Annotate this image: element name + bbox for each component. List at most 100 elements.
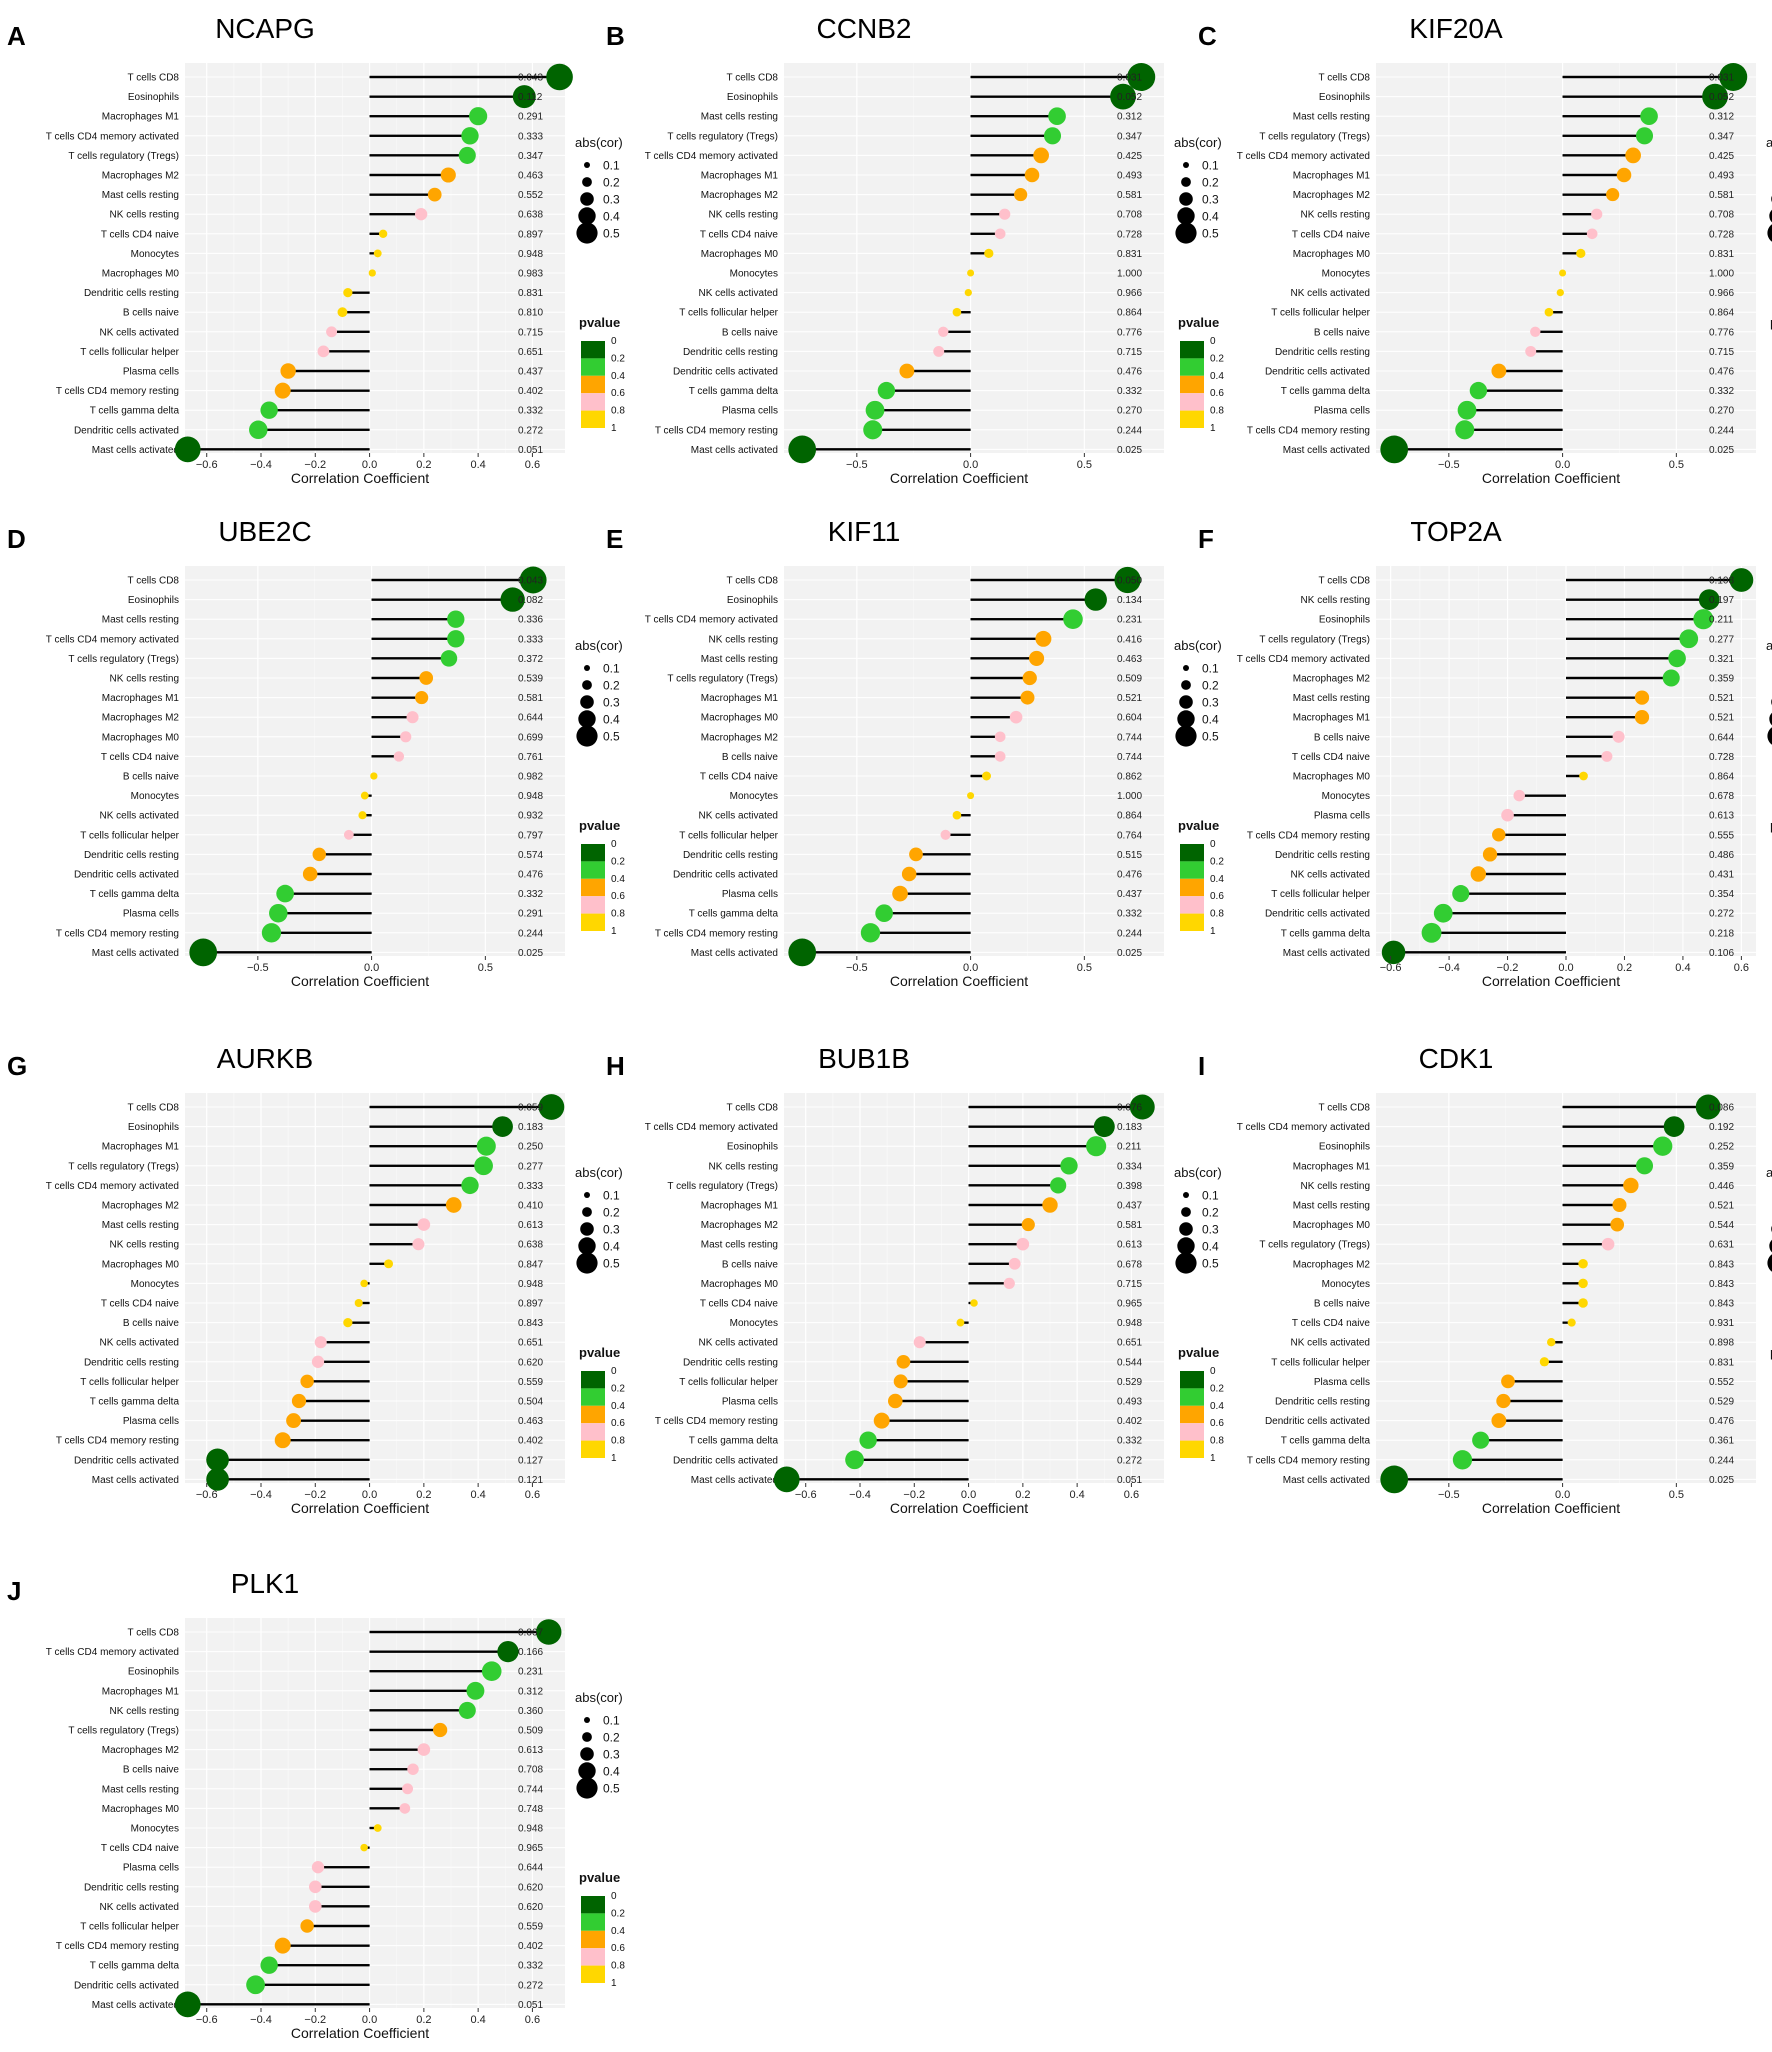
- panel-letter: D: [7, 524, 26, 554]
- point: [1470, 866, 1487, 882]
- pvalue-label: 0.831: [1709, 1357, 1734, 1368]
- point: [261, 923, 282, 943]
- size-legend-dot: [584, 665, 590, 671]
- point: [400, 731, 412, 743]
- point: [360, 1843, 368, 1852]
- color-legend-title: pvalue: [1178, 1345, 1219, 1360]
- panel-letter: A: [7, 21, 26, 51]
- point: [1668, 649, 1686, 668]
- point: [913, 1336, 926, 1349]
- x-tick-label: 0.6: [525, 459, 540, 471]
- lollipop-14: T cells follicular helper 0.529: [679, 1374, 1142, 1389]
- lollipop-2: Mast cells resting 0.312: [701, 107, 1142, 126]
- pvalue-label: 0.620: [518, 1882, 543, 1893]
- point: [1035, 630, 1052, 647]
- gene-title: NCAPG: [215, 13, 315, 44]
- category-label: T cells follicular helper: [80, 1377, 179, 1388]
- pvalue-label: 0.347: [1117, 131, 1142, 142]
- category-label: T cells CD8: [128, 576, 180, 587]
- pvalue-label: 0.715: [1117, 347, 1142, 358]
- category-label: Macrophages M2: [1293, 1259, 1371, 1270]
- category-label: NK cells activated: [100, 811, 179, 822]
- lollipop-5: T cells regulatory (Tregs) 0.509: [667, 670, 1142, 686]
- x-axis: −0.6 −0.4 −0.2 0.0 0.2 0.4 0.6 Correlation Coef…: [196, 1483, 540, 1516]
- pvalue-label: 0.463: [518, 1416, 543, 1427]
- point: [1084, 588, 1107, 611]
- size-legend-label: 0.4: [1202, 1240, 1219, 1254]
- color-legend-label: 0.6: [611, 891, 625, 902]
- category-label: T cells CD4 memory activated: [645, 615, 778, 626]
- size-legend-label: 0.1: [603, 1714, 620, 1728]
- size-legend-label: 0.2: [1202, 1206, 1219, 1220]
- category-label: T cells gamma delta: [1281, 928, 1371, 939]
- pvalue-label: 0.831: [1117, 249, 1142, 260]
- size-legend-dot: [1767, 224, 1772, 242]
- pvalue-label: 0.521: [1117, 693, 1142, 704]
- gridlines: [784, 1093, 1164, 1483]
- category-label: Mast cells resting: [1293, 1201, 1370, 1212]
- size-legend-label: 0.3: [1202, 1223, 1219, 1237]
- point: [427, 187, 442, 202]
- lollipop-0: T cells CD8 0.067: [128, 1619, 562, 1645]
- lollipop-14: T cells follicular helper 0.559: [80, 1374, 543, 1389]
- pvalue-label: 0.463: [518, 171, 543, 182]
- category-label: T cells CD4 naive: [700, 1299, 779, 1310]
- pvalue-label: 0.359: [1709, 1161, 1734, 1172]
- lollipop-9: Monocytes 0.948: [131, 1279, 544, 1290]
- lollipop-13: Dendritic cells resting 0.620: [84, 1880, 543, 1893]
- lollipop-14: T cells follicular helper 0.651: [80, 345, 543, 358]
- color-legend-label: 0.2: [1210, 856, 1224, 867]
- lollipop-12: B cells naive 0.810: [123, 307, 543, 319]
- point: [877, 381, 896, 400]
- lollipop-6: Macrophages M2 0.613: [102, 1743, 543, 1756]
- point: [538, 1094, 565, 1120]
- x-tick-label: −0.6: [795, 1489, 817, 1501]
- category-label: Dendritic cells resting: [84, 1882, 179, 1893]
- category-label: Dendritic cells resting: [1275, 347, 1370, 358]
- size-legend-label: 0.4: [603, 713, 620, 727]
- gene-title: CDK1: [1419, 1043, 1494, 1074]
- color-legend-label: 0: [1210, 839, 1216, 850]
- size-legend-dot: [1181, 177, 1191, 187]
- lollipop-6: Macrophages M2 0.581: [701, 1218, 1142, 1232]
- x-tick-label: −0.2: [1497, 962, 1519, 974]
- category-label: T cells follicular helper: [1271, 889, 1370, 900]
- point: [1719, 63, 1748, 91]
- x-axis-title: Correlation Coefficient: [1482, 470, 1620, 486]
- size-legend-label: 0.5: [603, 227, 620, 241]
- lollipop-5: Macrophages M1 0.493: [701, 167, 1142, 183]
- lollipop-1: Eosinophils 0.082: [128, 587, 543, 612]
- category-label: Macrophages M2: [701, 732, 779, 743]
- category-label: B cells naive: [722, 752, 779, 763]
- color-legend-title: pvalue: [579, 1870, 620, 1885]
- point: [360, 791, 369, 800]
- lollipop-8: B cells naive 0.678: [722, 1257, 1142, 1270]
- category-label: T cells gamma delta: [689, 1436, 779, 1447]
- point: [845, 1450, 864, 1470]
- lollipop-18: Dendritic cells activated 0.272: [74, 1975, 543, 1995]
- lollipop-11: B cells naive 0.843: [123, 1317, 543, 1329]
- point: [1513, 789, 1525, 802]
- size-legend-title: abs(cor): [575, 1690, 623, 1705]
- pvalue-label: 0.127: [518, 1455, 543, 1466]
- panel-letter: B: [606, 21, 625, 51]
- point: [1578, 1298, 1588, 1308]
- point: [788, 938, 817, 967]
- point: [788, 435, 817, 464]
- category-label: T cells follicular helper: [1271, 1357, 1370, 1368]
- x-tick-label: 0.0: [362, 1489, 377, 1501]
- pvalue-label: 0.291: [518, 909, 543, 920]
- pvalue-label: 0.031: [1117, 73, 1142, 84]
- category-label: Macrophages M2: [1293, 190, 1371, 201]
- x-axis: −0.6 −0.4 −0.2 0.0 0.2 0.4 0.6 Correlation Coef…: [795, 1483, 1139, 1516]
- pvalue-label: 0.067: [518, 1628, 543, 1639]
- color-legend-label: 0.2: [611, 353, 625, 364]
- point: [317, 345, 330, 358]
- size-legend-label: 0.1: [1202, 1189, 1219, 1203]
- point: [1539, 1357, 1550, 1367]
- pvalue-label: 0.360: [518, 1706, 543, 1717]
- color-legend-label: 0.4: [1210, 371, 1224, 382]
- point: [1048, 107, 1066, 126]
- category-label: T cells follicular helper: [1271, 308, 1370, 319]
- lollipop-15: Plasma cells 0.437: [123, 363, 543, 379]
